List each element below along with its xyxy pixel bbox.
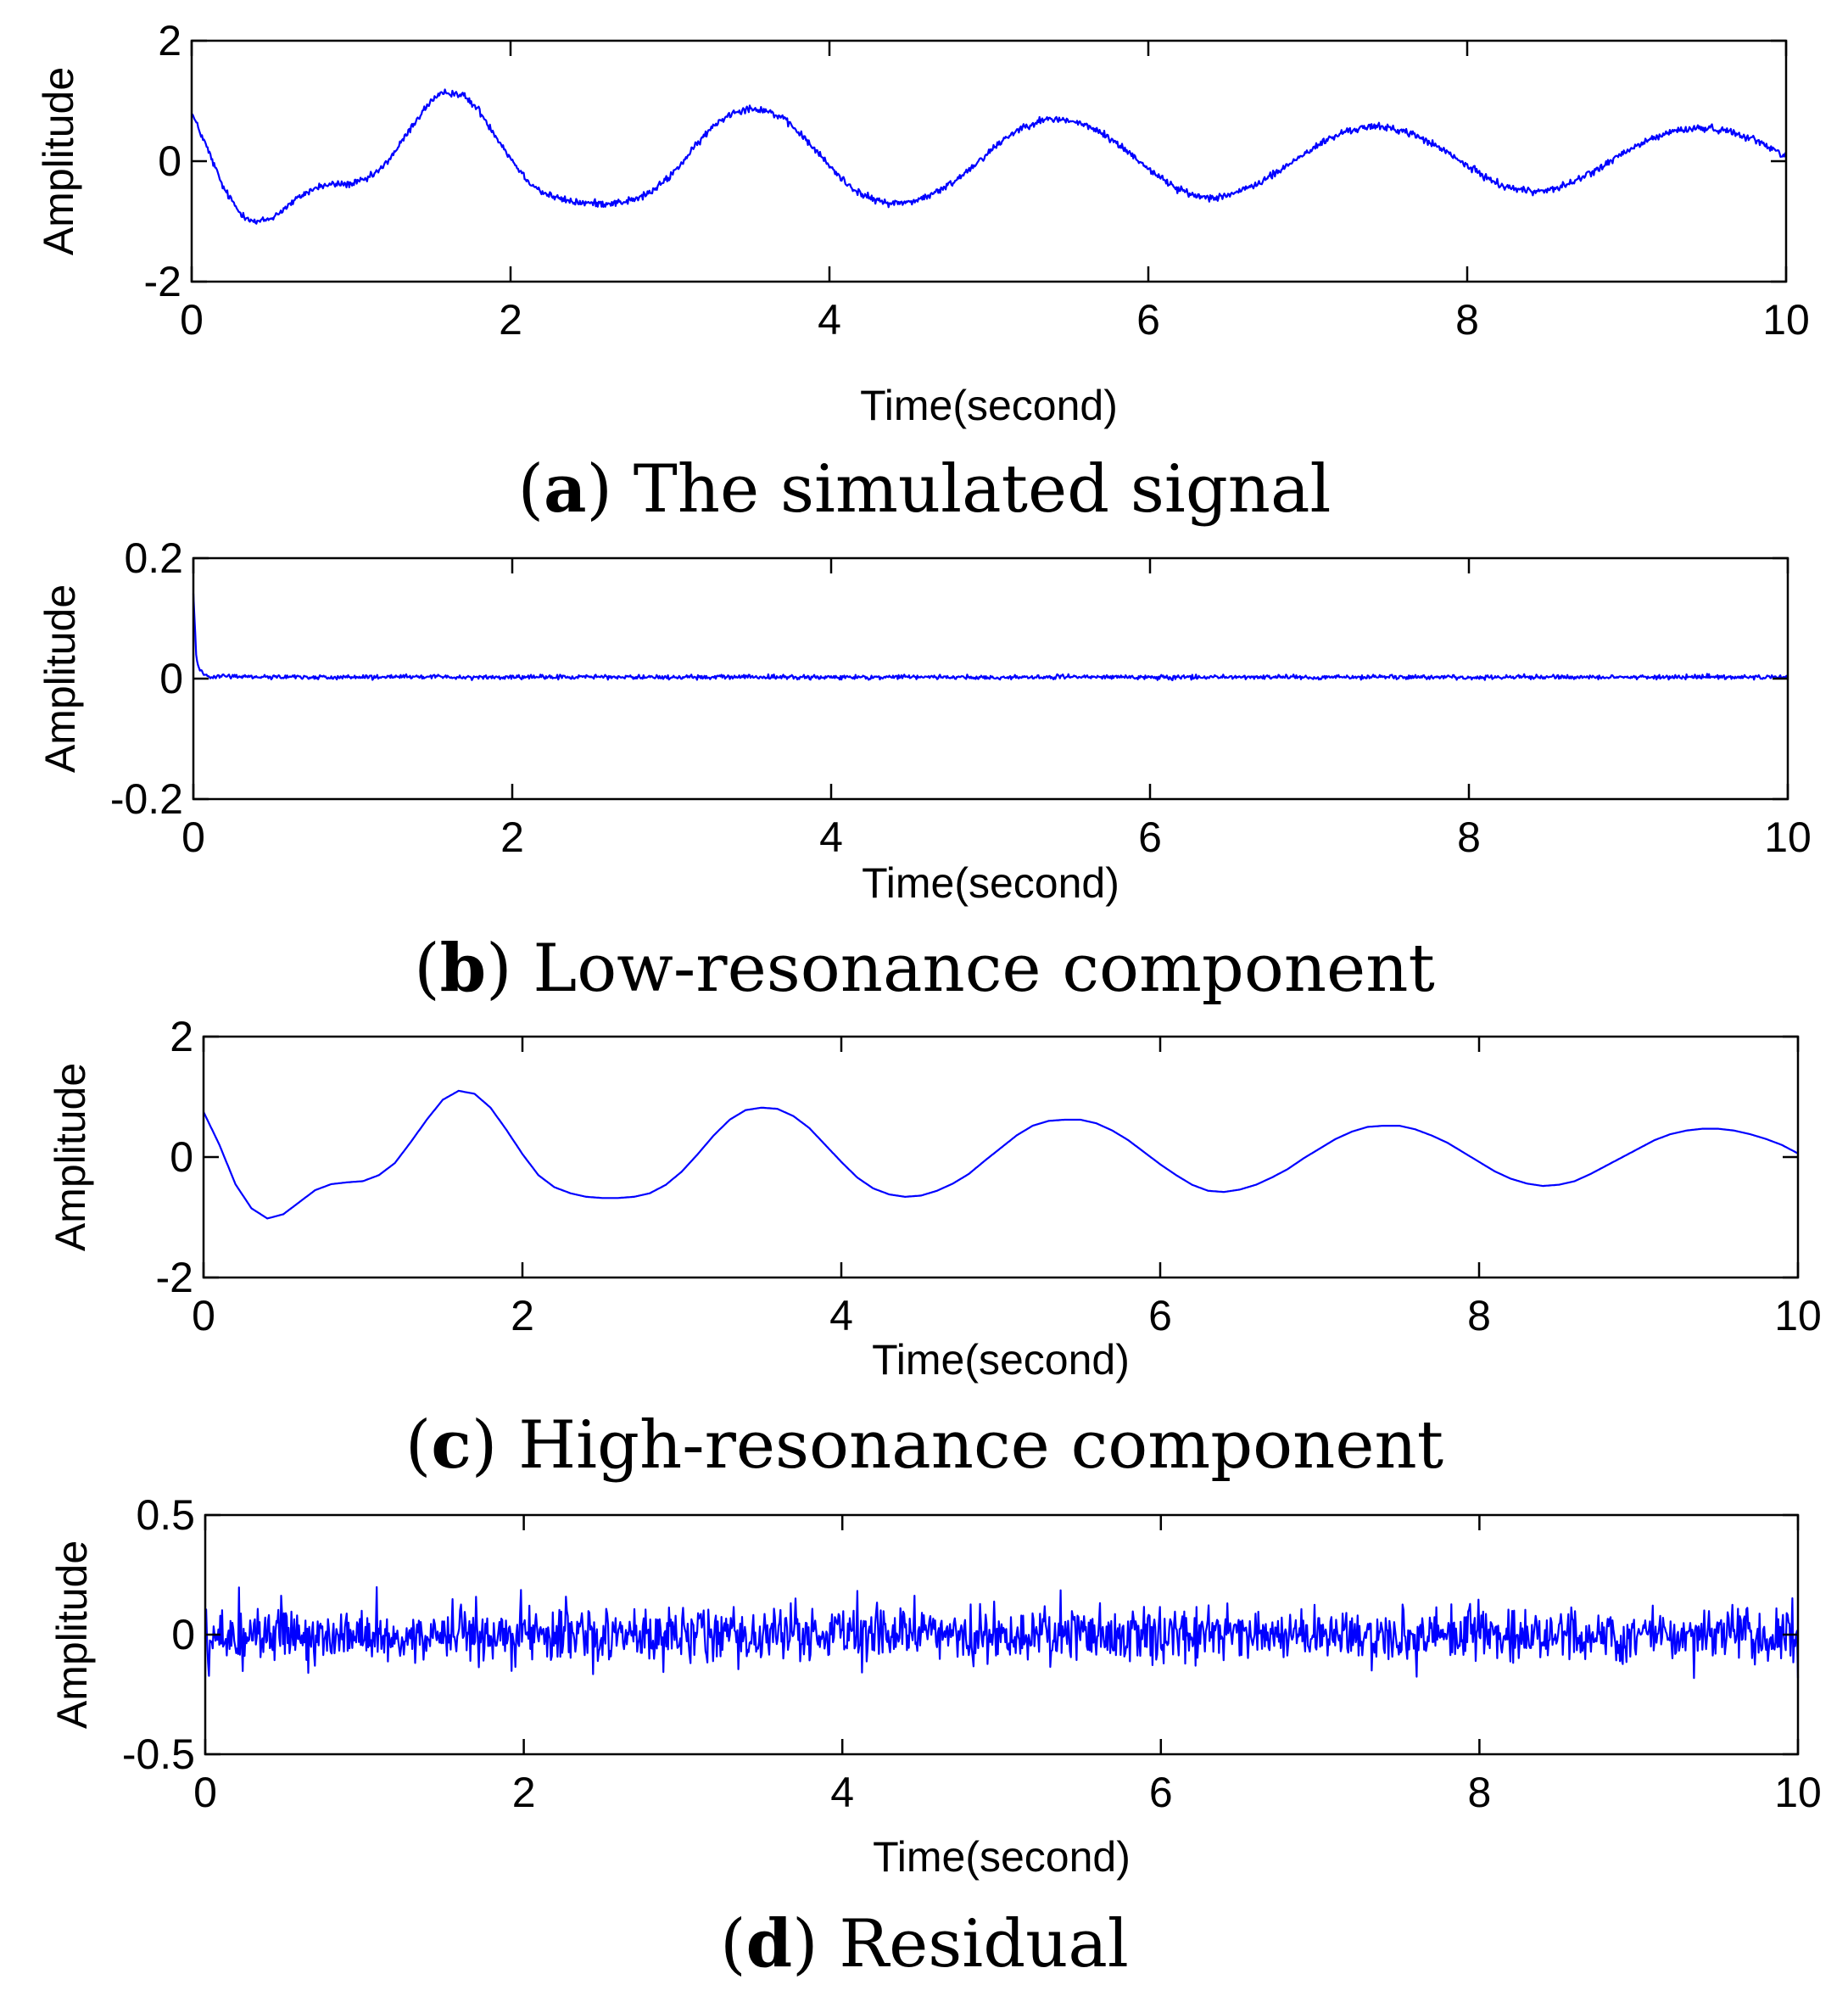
x-tick-label: 8 — [1467, 1292, 1491, 1339]
caption-letter: c — [431, 1406, 472, 1484]
panel-caption: (c) High-resonance component — [405, 1406, 1443, 1484]
x-tick-label: 2 — [500, 813, 524, 861]
x-tick-label: 2 — [499, 296, 522, 344]
panel-caption: (d) Residual — [720, 1905, 1129, 1982]
x-tick-label: 0 — [192, 1292, 215, 1339]
y-tick-label: 0 — [159, 655, 183, 702]
y-axis-label: Amplitude — [36, 584, 84, 773]
y-tick-label: -0.5 — [122, 1730, 195, 1778]
x-axis-label: Time(second) — [872, 1336, 1130, 1384]
caption-paren-close: ) — [792, 1906, 818, 1982]
x-tick-label: 6 — [1138, 813, 1162, 861]
y-tick-label: 0.2 — [124, 534, 183, 582]
x-tick-label: 4 — [830, 1769, 854, 1816]
panel-caption: (b) Low-resonance component — [414, 930, 1435, 1007]
panel-caption: (a) The simulated signal — [518, 450, 1332, 528]
plot-frame-c — [202, 1035, 1800, 1279]
series-line-b — [192, 593, 1789, 681]
y-tick-label: -0.2 — [110, 775, 183, 823]
panel-d-residual: 0 2 4 6 8 10-0.500.5AmplitudeTime(second)(d) … — [48, 1491, 1822, 1982]
y-tick-label: 0 — [170, 1133, 193, 1181]
x-tick-label: 4 — [819, 813, 843, 861]
caption-paren-open: ( — [720, 1906, 745, 1982]
x-tick-label: 4 — [818, 296, 841, 344]
caption-paren-close: ) — [472, 1407, 497, 1484]
caption-letter: a — [544, 450, 587, 528]
x-tick-label: 10 — [1774, 1292, 1822, 1339]
y-tick-label: 0 — [171, 1611, 195, 1658]
y-tick-label: -2 — [156, 1254, 193, 1301]
x-tick-label: 4 — [829, 1292, 853, 1339]
caption-letter: d — [746, 1905, 793, 1982]
x-tick-label: 8 — [1455, 296, 1479, 344]
y-tick-label: 2 — [158, 17, 181, 64]
x-tick-label: 8 — [1457, 813, 1481, 861]
series-line-a — [191, 88, 1787, 225]
x-tick-label: 0 — [193, 1769, 217, 1816]
y-tick-label: 0 — [158, 137, 181, 185]
x-axis-label: Time(second) — [860, 382, 1118, 429]
x-tick-label: 10 — [1762, 296, 1810, 344]
x-tick-label: 2 — [511, 1292, 534, 1339]
caption-title: The simulated signal — [612, 451, 1331, 528]
x-tick-label: 8 — [1467, 1769, 1491, 1816]
caption-paren-close: ) — [587, 451, 612, 528]
series-line-d — [204, 1585, 1800, 1680]
y-tick-label: 0.5 — [136, 1491, 195, 1539]
x-tick-label: 0 — [180, 296, 204, 344]
y-axis-label: Amplitude — [48, 1540, 96, 1729]
caption-paren-close: ) — [486, 931, 511, 1007]
y-tick-label: -2 — [144, 258, 181, 305]
caption-title: Low-resonance component — [512, 931, 1435, 1007]
x-tick-label: 2 — [512, 1769, 536, 1816]
caption-paren-open: ( — [414, 931, 439, 1007]
x-tick-label: 6 — [1136, 296, 1160, 344]
caption-title: Residual — [818, 1906, 1129, 1982]
x-axis-label: Time(second) — [873, 1833, 1131, 1881]
x-tick-label: 10 — [1764, 813, 1812, 861]
caption-letter: b — [440, 930, 487, 1007]
y-axis-label: Amplitude — [35, 67, 82, 255]
caption-title: High-resonance component — [497, 1407, 1443, 1484]
plot-frame-a — [190, 39, 1788, 283]
caption-paren-open: ( — [518, 451, 544, 528]
x-tick-label: 6 — [1148, 1292, 1172, 1339]
y-axis-label: Amplitude — [47, 1063, 94, 1251]
x-tick-label: 6 — [1149, 1769, 1173, 1816]
x-tick-label: 10 — [1774, 1769, 1822, 1816]
x-axis-label: Time(second) — [862, 859, 1119, 907]
series-line-c — [203, 1089, 1799, 1220]
panel-b-low-resonance-component: 0 2 4 6 8 10-0.200.2AmplitudeTime(second)(b) … — [36, 534, 1812, 1007]
y-tick-label: 2 — [170, 1013, 193, 1060]
x-tick-label: 0 — [181, 813, 205, 861]
caption-paren-open: ( — [405, 1407, 431, 1484]
